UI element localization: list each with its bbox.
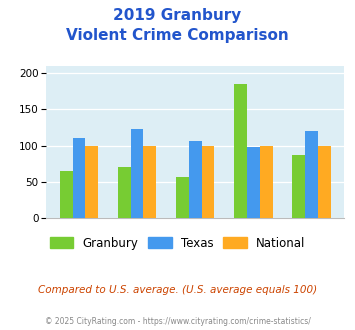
Bar — [247, 147, 260, 218]
Bar — [176, 177, 189, 218]
Text: Compared to U.S. average. (U.S. average equals 100): Compared to U.S. average. (U.S. average … — [38, 285, 317, 295]
Bar — [85, 146, 98, 218]
Bar — [60, 171, 72, 218]
Text: Violent Crime Comparison: Violent Crime Comparison — [66, 28, 289, 43]
Bar — [305, 131, 318, 218]
Bar — [118, 167, 131, 218]
Bar — [234, 84, 247, 218]
Bar — [202, 146, 214, 218]
Text: © 2025 CityRating.com - https://www.cityrating.com/crime-statistics/: © 2025 CityRating.com - https://www.city… — [45, 317, 310, 326]
Bar — [143, 146, 156, 218]
Bar — [189, 141, 202, 218]
Bar — [260, 146, 273, 218]
Bar — [131, 129, 143, 218]
Text: 2019 Granbury: 2019 Granbury — [113, 8, 242, 23]
Bar — [318, 146, 331, 218]
Bar — [72, 138, 85, 218]
Bar — [293, 155, 305, 218]
Legend: Granbury, Texas, National: Granbury, Texas, National — [46, 233, 309, 253]
